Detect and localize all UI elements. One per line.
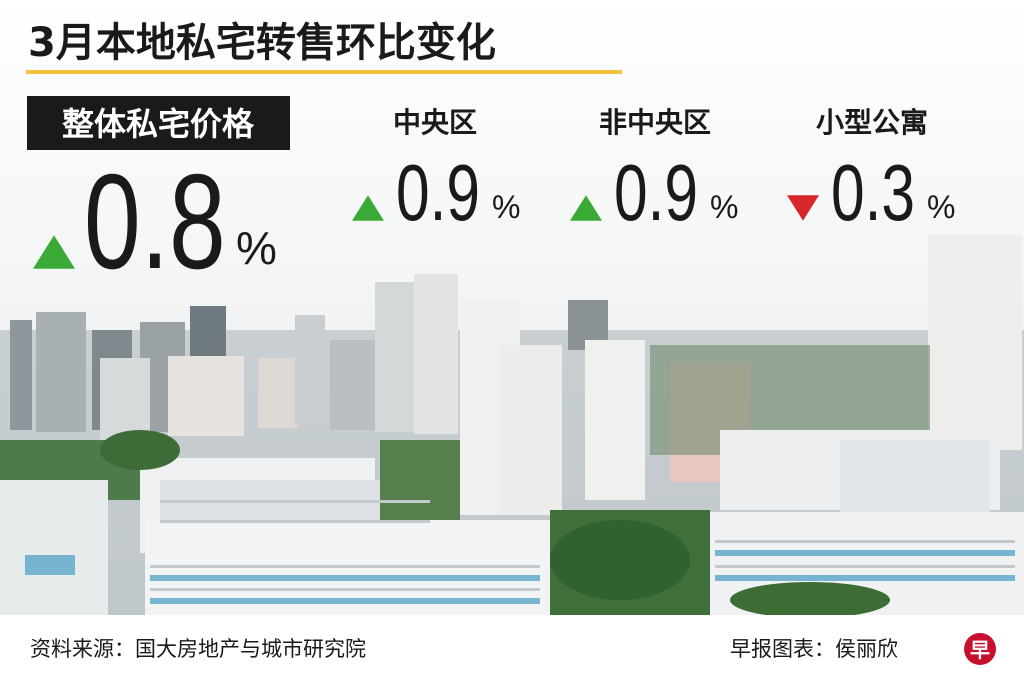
metric-unit: %	[236, 222, 277, 274]
logo: 早	[970, 638, 990, 662]
direction-arrow	[787, 195, 819, 221]
credit: 早报图表：侯丽欣	[730, 637, 898, 661]
skyline-photo	[0, 235, 1024, 618]
metric-value: 0.8	[84, 146, 226, 297]
metric-label: 非中央区	[599, 106, 711, 139]
source: 资料来源：国大房地产与城市研究院	[30, 637, 366, 661]
metric-value: 0.9	[614, 148, 698, 237]
metric-unit: %	[710, 189, 738, 225]
title-underline	[26, 70, 622, 74]
direction-arrow	[352, 195, 384, 221]
metric-unit: %	[492, 189, 520, 225]
metric-label: 中央区	[393, 106, 477, 139]
metric-label: 小型公寓	[816, 106, 928, 139]
label-box	[27, 96, 290, 150]
logo-circle	[964, 633, 996, 665]
metric-value: 0.9	[396, 148, 480, 237]
metric-unit: %	[927, 189, 955, 225]
metric-label: 整体私宅价格	[62, 105, 255, 143]
direction-arrow	[570, 195, 602, 221]
metric-value: 0.3	[831, 148, 915, 237]
footer-band	[0, 615, 1024, 682]
direction-arrow	[33, 235, 75, 269]
title: 3月本地私宅转售环比变化	[28, 20, 496, 66]
